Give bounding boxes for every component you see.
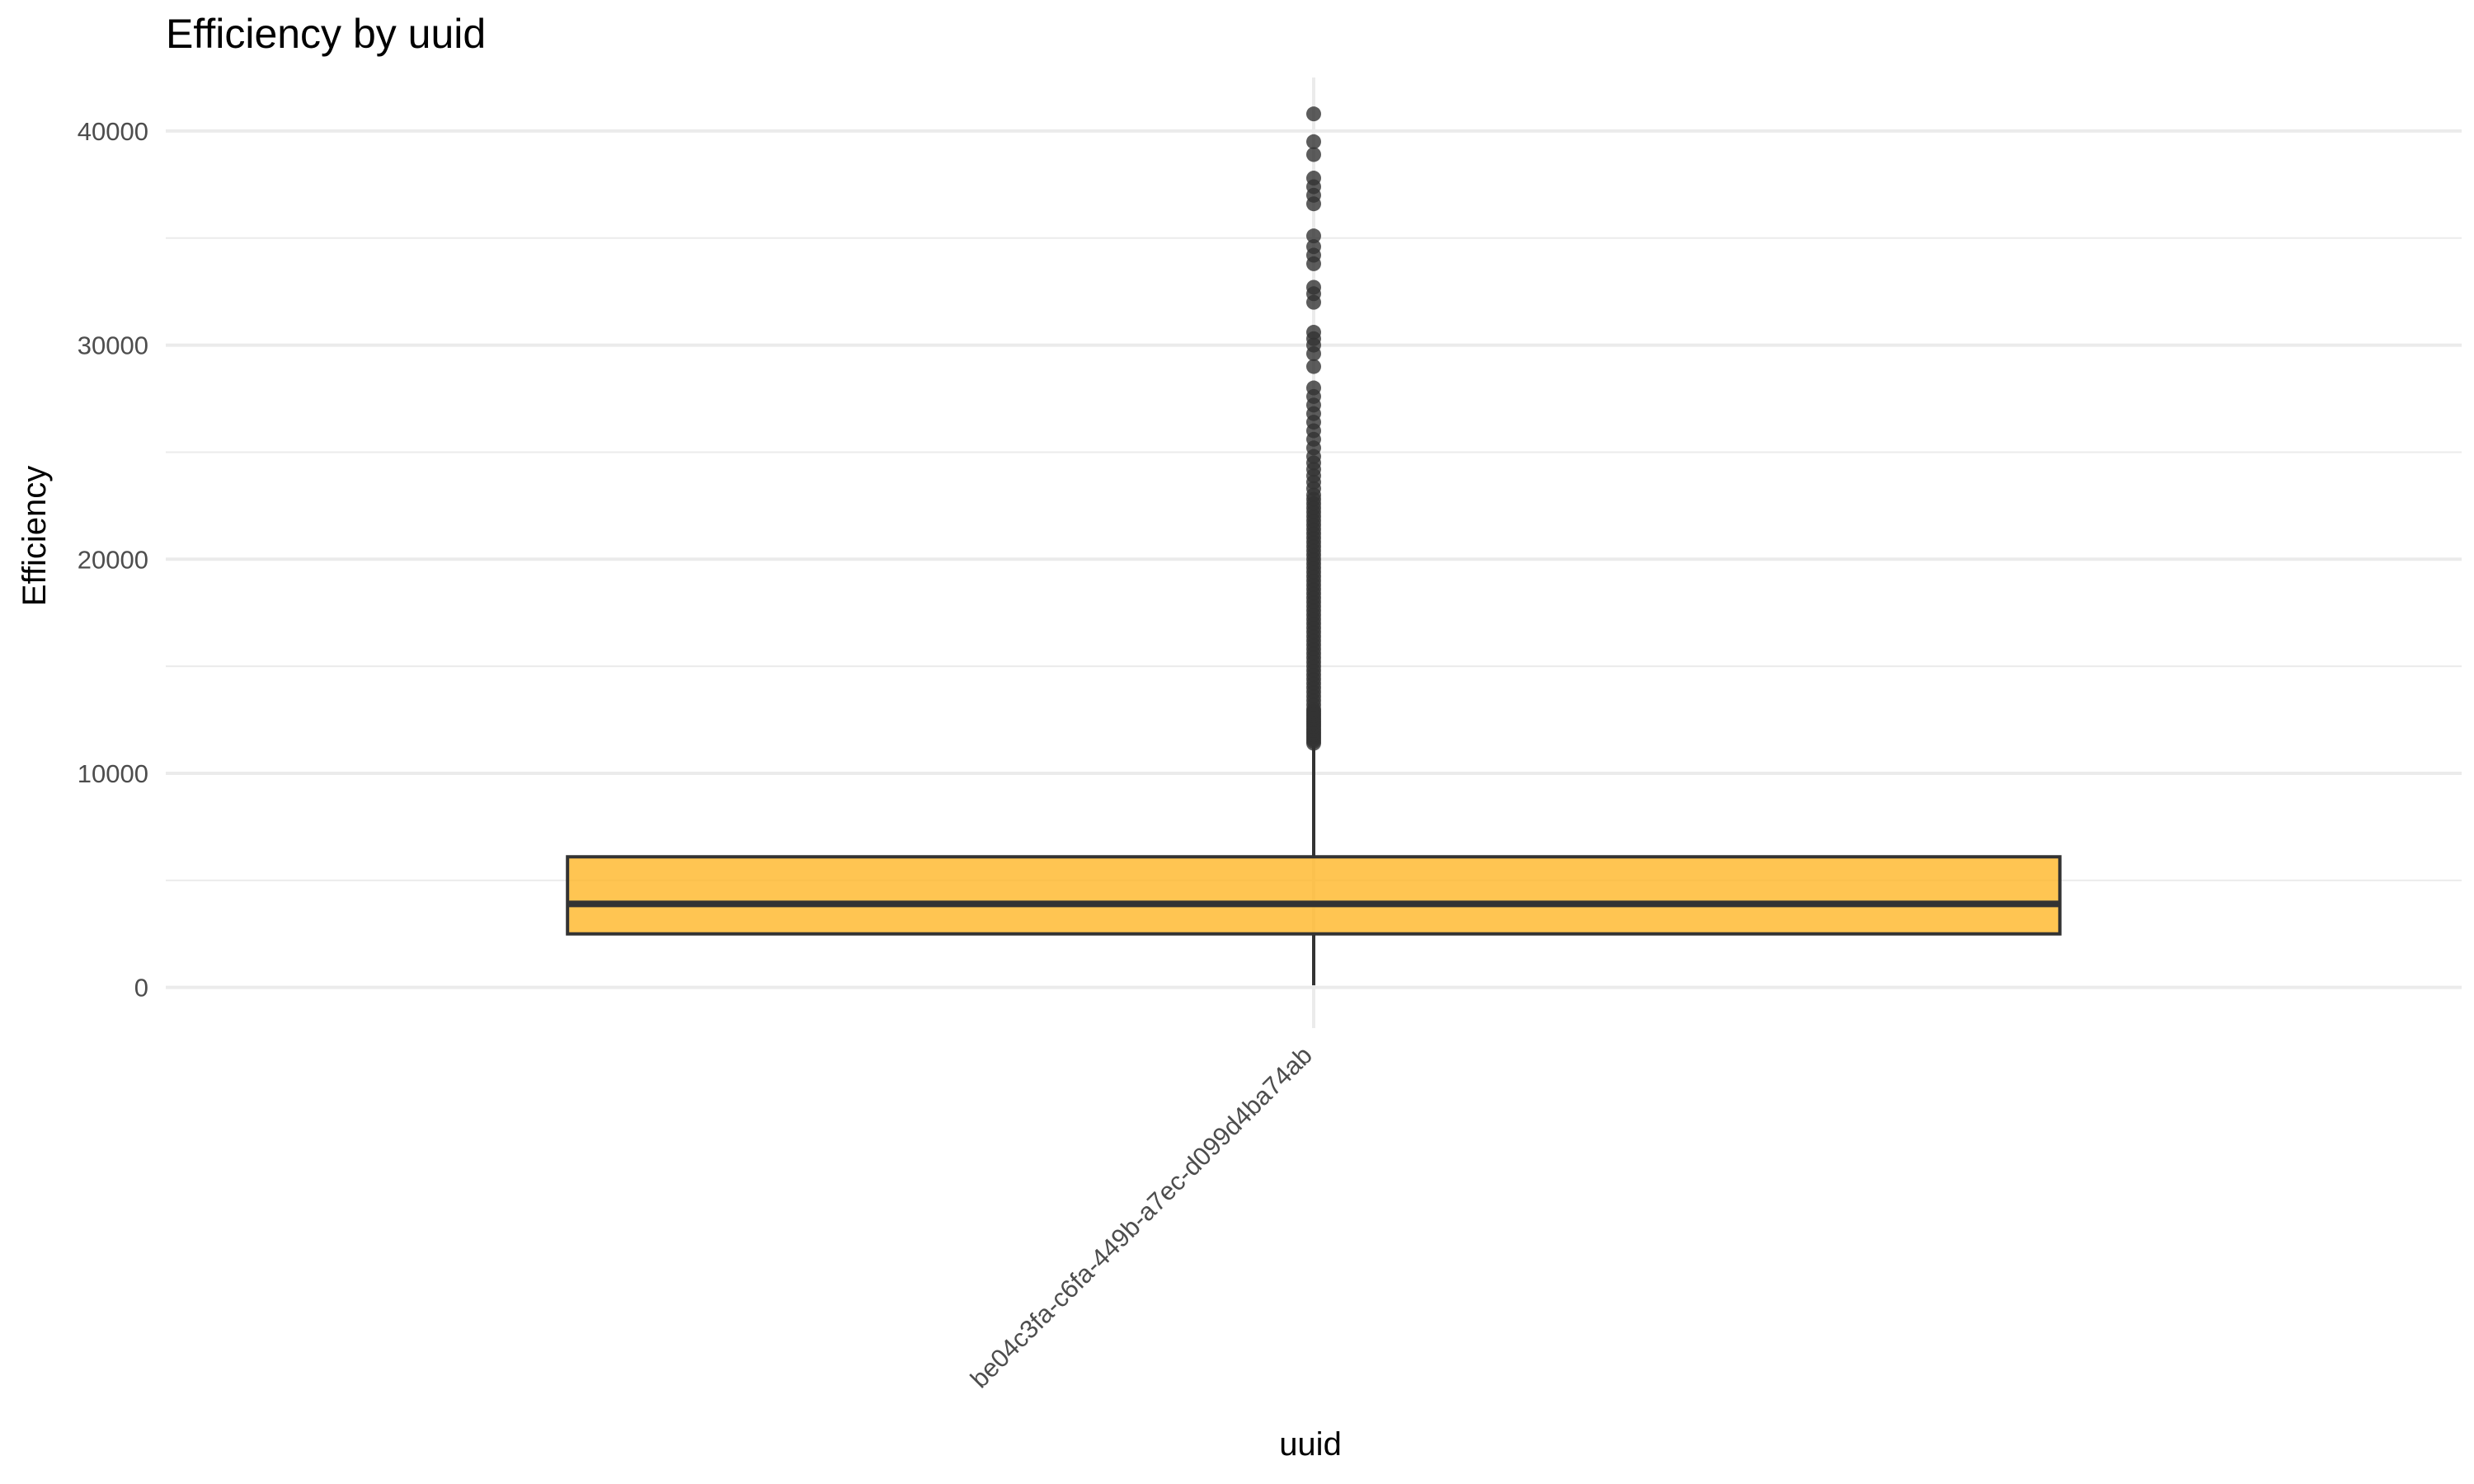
y-tick-label: 0 [134, 974, 148, 1003]
y-tick-label: 40000 [78, 117, 148, 146]
y-axis-title: Efficiency [16, 466, 53, 606]
boxes [566, 106, 2062, 986]
y-tick-label: 10000 [78, 759, 148, 788]
outlier-point [1306, 359, 1321, 374]
x-axis-title: uuid [1279, 1426, 1342, 1463]
outlier-point [1306, 239, 1321, 255]
y-axis-ticks: 0 10000 20000 30000 40000 [78, 117, 148, 1003]
outlier-point [1306, 171, 1321, 186]
outlier-point [1306, 325, 1321, 340]
chart-title: Efficiency by uuid [166, 11, 486, 57]
box-iqr [566, 855, 2062, 936]
x-axis-ticks: be04c3fa-c6fa-449b-a7ec-d099d4ba74ab [965, 1040, 1318, 1393]
outlier-point [1306, 228, 1321, 244]
y-tick-label: 30000 [78, 331, 148, 360]
outlier-point [1306, 106, 1321, 122]
outlier-point [1306, 147, 1321, 162]
x-tick-label: be04c3fa-c6fa-449b-a7ec-d099d4ba74ab [965, 1040, 1318, 1393]
outlier-point [1306, 134, 1321, 149]
outlier-point [1306, 279, 1321, 295]
y-tick-label: 20000 [78, 545, 148, 574]
outlier-point [1306, 380, 1321, 396]
